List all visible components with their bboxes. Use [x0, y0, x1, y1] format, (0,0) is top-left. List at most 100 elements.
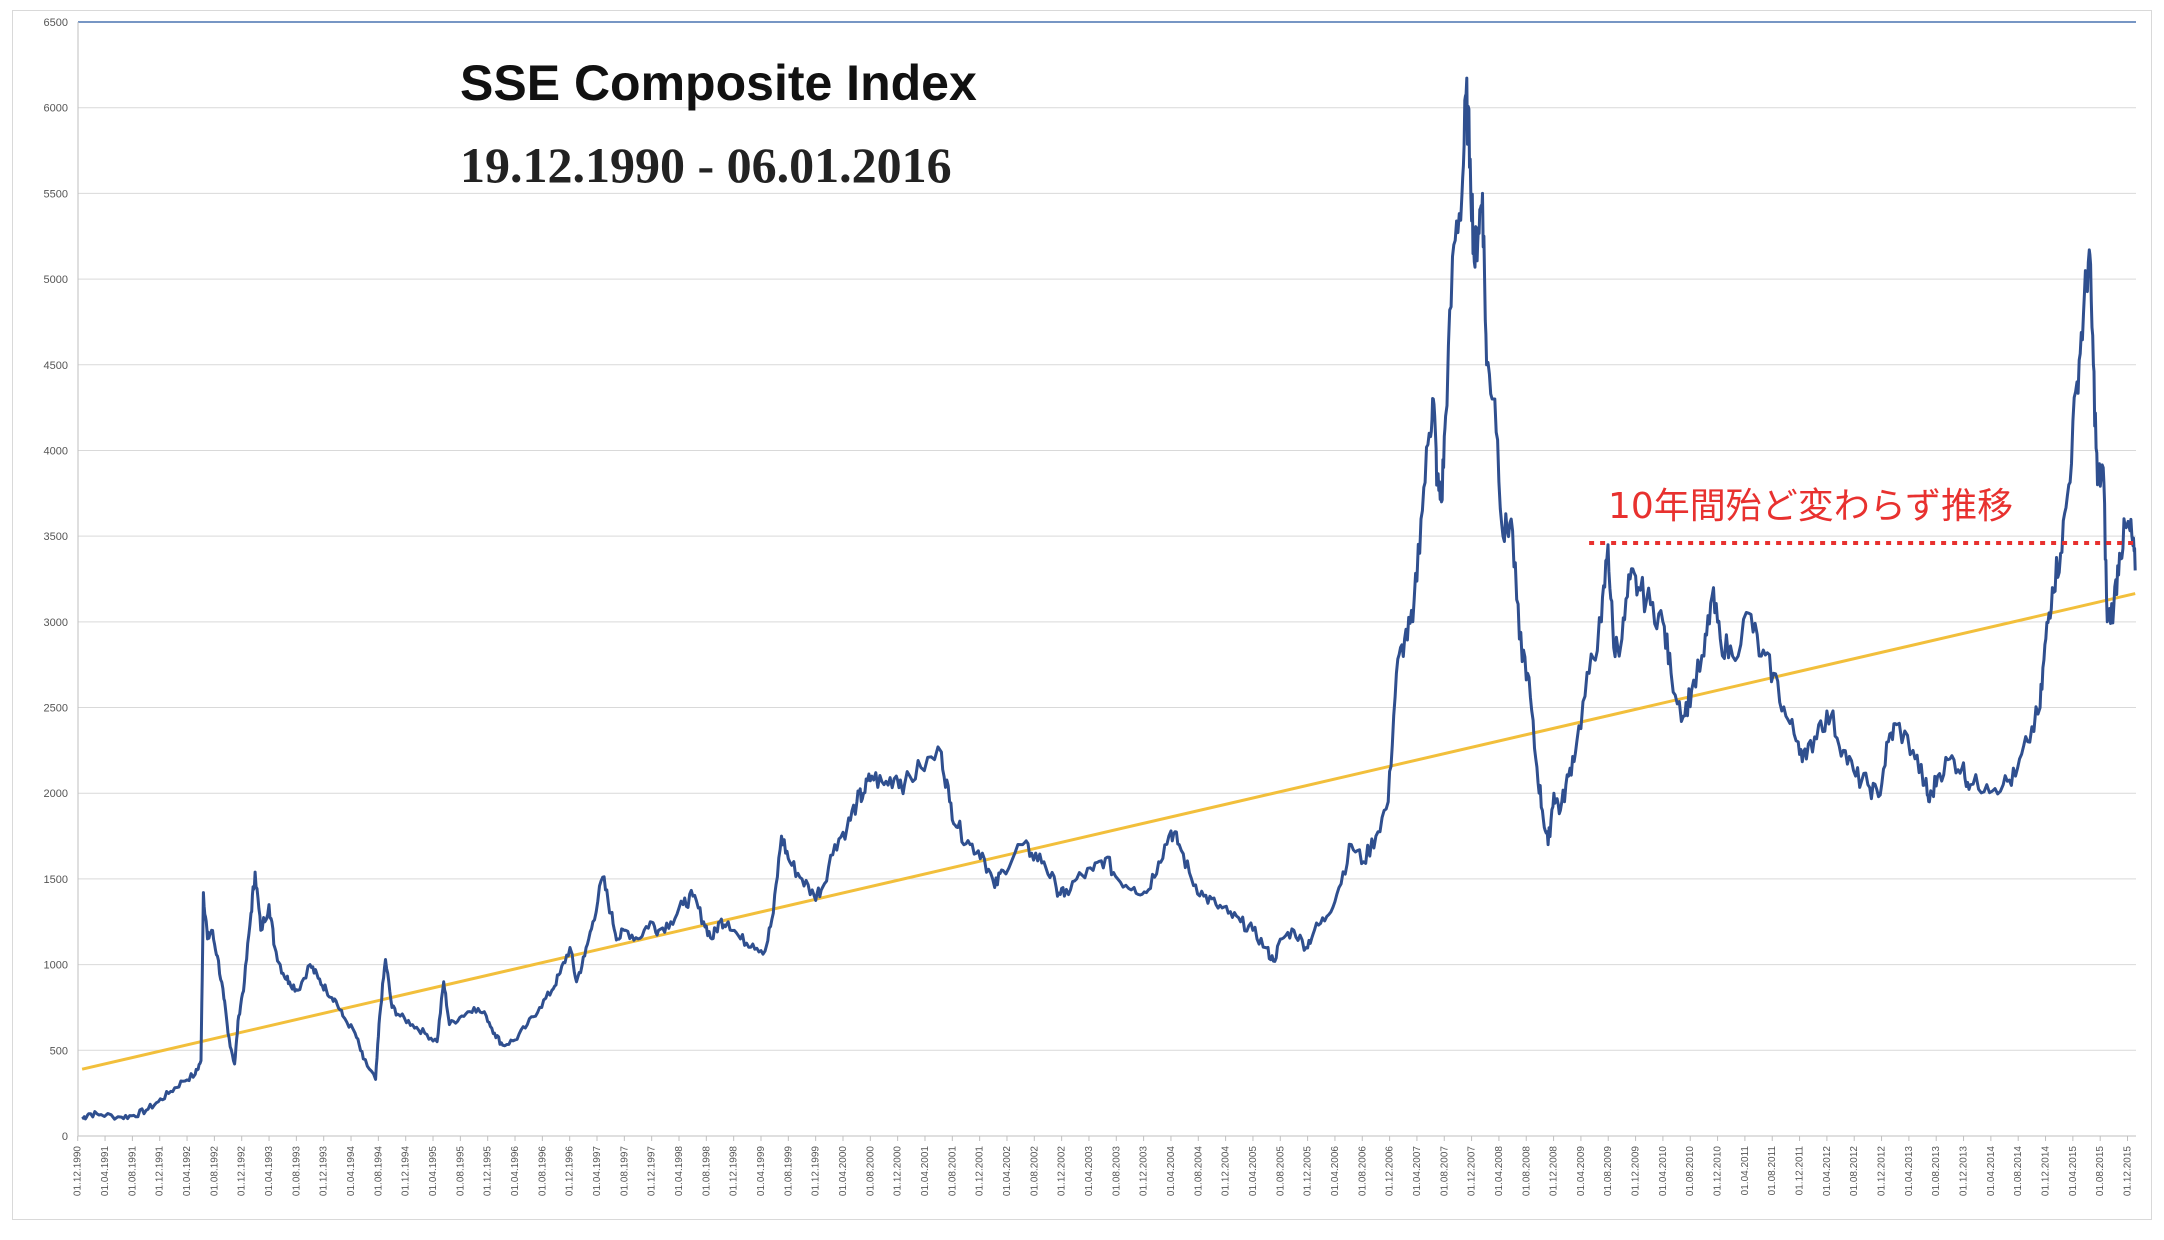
y-tick-label: 500 [50, 1045, 68, 1057]
x-tick-label: 01.12.2015 [2123, 1146, 2134, 1196]
x-tick-label: 01.08.1999 [783, 1146, 794, 1196]
x-tick-label: 01.12.1990 [73, 1146, 84, 1196]
y-tick-label: 3500 [44, 531, 68, 543]
x-tick-label: 01.04.1996 [510, 1146, 521, 1196]
gridlines [78, 21, 2136, 1051]
x-tick-label: 01.12.2004 [1221, 1146, 1232, 1196]
y-tick-label: 1500 [44, 874, 68, 886]
x-tick-label: 01.12.2008 [1549, 1146, 1560, 1196]
x-tick-label: 01.08.2003 [1111, 1146, 1122, 1196]
x-tick-label: 01.04.2003 [1084, 1146, 1095, 1196]
x-tick-label: 01.08.1995 [455, 1146, 466, 1196]
y-tick-label: 1000 [44, 960, 68, 972]
x-tick-label: 01.04.2001 [920, 1146, 931, 1196]
x-tick-label: 01.12.1999 [811, 1146, 822, 1196]
x-tick-label: 01.04.2009 [1576, 1146, 1587, 1196]
chart-frame [12, 10, 2152, 1220]
x-tick-label: 01.04.1995 [428, 1146, 439, 1196]
x-tick-label: 01.12.1996 [565, 1146, 576, 1196]
x-tick-label: 01.08.1996 [537, 1146, 548, 1196]
x-tick-label: 01.12.2000 [893, 1146, 904, 1196]
x-tick-label: 01.04.2014 [1986, 1146, 1997, 1196]
x-tick-label: 01.08.1998 [701, 1146, 712, 1196]
x-tick-label: 01.08.2008 [1521, 1146, 1532, 1196]
x-tick-label: 01.08.2012 [1849, 1146, 1860, 1196]
x-tick-label: 01.08.2002 [1029, 1146, 1040, 1196]
x-tick-label: 01.04.2011 [1740, 1146, 1751, 1196]
x-tick-label: 01.08.1994 [373, 1146, 384, 1196]
x-tick-label: 01.04.2012 [1822, 1146, 1833, 1196]
x-tick-label: 01.04.2000 [838, 1146, 849, 1196]
sse-index-line [81, 76, 2137, 1121]
x-tick-label: 01.08.2015 [2095, 1146, 2106, 1196]
x-tick-label: 01.08.2006 [1357, 1146, 1368, 1196]
y-tick-label: 0 [62, 1131, 68, 1143]
x-tick-label: 01.04.1997 [592, 1146, 603, 1196]
x-tick-label: 01.08.1991 [127, 1146, 138, 1196]
x-tick-label: 01.04.1999 [756, 1146, 767, 1196]
x-tick-label: 01.08.2000 [865, 1146, 876, 1196]
x-tick-label: 01.08.2005 [1275, 1146, 1286, 1196]
x-tick-label: 01.12.1994 [401, 1146, 412, 1196]
x-tick-label: 01.04.2007 [1412, 1146, 1423, 1196]
x-tick-label: 01.08.2001 [947, 1146, 958, 1196]
x-tick-label: 01.08.1997 [619, 1146, 630, 1196]
y-tick-label: 5000 [44, 274, 68, 286]
x-tick-label: 01.12.2001 [975, 1146, 986, 1196]
y-tick-label: 6500 [44, 17, 68, 29]
x-axis: 01.12.1990 01.04.1991 01.08.1991 01.12.1991… [73, 1136, 2134, 1196]
x-tick-label: 01.04.2013 [1904, 1146, 1915, 1196]
x-tick-label: 01.12.1997 [647, 1146, 658, 1196]
x-tick-label: 01.12.1993 [319, 1146, 330, 1196]
x-tick-label: 01.04.1998 [674, 1146, 685, 1196]
x-tick-label: 01.12.2003 [1139, 1146, 1150, 1196]
x-tick-label: 01.08.2013 [1931, 1146, 1942, 1196]
y-tick-label: 2500 [44, 703, 68, 715]
x-tick-label: 01.12.2007 [1467, 1146, 1478, 1196]
x-tick-label: 01.04.1992 [182, 1146, 193, 1196]
x-tick-label: 01.08.1993 [291, 1146, 302, 1196]
x-tick-label: 01.12.2013 [1959, 1146, 1970, 1196]
x-tick-label: 01.04.1993 [264, 1146, 275, 1196]
y-tick-label: 2000 [44, 788, 68, 800]
x-tick-label: 01.08.2014 [2013, 1146, 2024, 1196]
x-tick-label: 01.12.1995 [483, 1146, 494, 1196]
x-tick-label: 01.08.2010 [1685, 1146, 1696, 1196]
x-tick-label: 01.12.2002 [1057, 1146, 1068, 1196]
x-tick-label: 01.04.2005 [1248, 1146, 1259, 1196]
trend-line [81, 592, 2136, 1071]
x-tick-label: 01.04.2008 [1494, 1146, 1505, 1196]
y-tick-label: 3000 [44, 617, 68, 629]
x-tick-label: 01.04.2004 [1166, 1146, 1177, 1196]
x-tick-label: 01.12.2006 [1385, 1146, 1396, 1196]
x-tick-label: 01.12.2012 [1877, 1146, 1888, 1196]
chart-subtitle: 19.12.1990 - 06.01.2016 [460, 137, 952, 193]
x-tick-label: 01.08.2004 [1193, 1146, 1204, 1196]
x-tick-label: 01.08.2009 [1603, 1146, 1614, 1196]
x-tick-label: 01.08.1992 [209, 1146, 220, 1196]
x-tick-label: 01.04.1994 [346, 1146, 357, 1196]
x-tick-label: 01.12.1992 [237, 1146, 248, 1196]
x-tick-label: 01.12.1991 [155, 1146, 166, 1196]
y-axis: 0 500 1000 1500 2000 2500 3000 3500 4000 4500 5000… [44, 17, 68, 1143]
x-tick-label: 01.12.2014 [2041, 1146, 2052, 1196]
x-tick-label: 01.12.1998 [729, 1146, 740, 1196]
x-tick-label: 01.04.1991 [100, 1146, 111, 1196]
x-tick-label: 01.04.2002 [1002, 1146, 1013, 1196]
x-tick-label: 01.04.2015 [2068, 1146, 2079, 1196]
annotation-text: 10年間殆ど変わらず推移 [1608, 486, 2013, 527]
y-tick-label: 4000 [44, 445, 68, 457]
x-tick-label: 01.04.2006 [1330, 1146, 1341, 1196]
y-tick-label: 4500 [44, 360, 68, 372]
x-tick-label: 01.08.2007 [1439, 1146, 1450, 1196]
x-tick-label: 01.04.2010 [1658, 1146, 1669, 1196]
x-tick-label: 01.12.2010 [1713, 1146, 1724, 1196]
x-tick-label: 01.12.2005 [1303, 1146, 1314, 1196]
x-tick-label: 01.12.2009 [1631, 1146, 1642, 1196]
x-tick-label: 01.12.2011 [1795, 1146, 1806, 1196]
chart-title: SSE Composite Index [460, 55, 977, 111]
y-tick-label: 5500 [44, 188, 68, 200]
x-tick-label: 01.08.2011 [1767, 1146, 1778, 1196]
y-tick-label: 6000 [44, 103, 68, 115]
